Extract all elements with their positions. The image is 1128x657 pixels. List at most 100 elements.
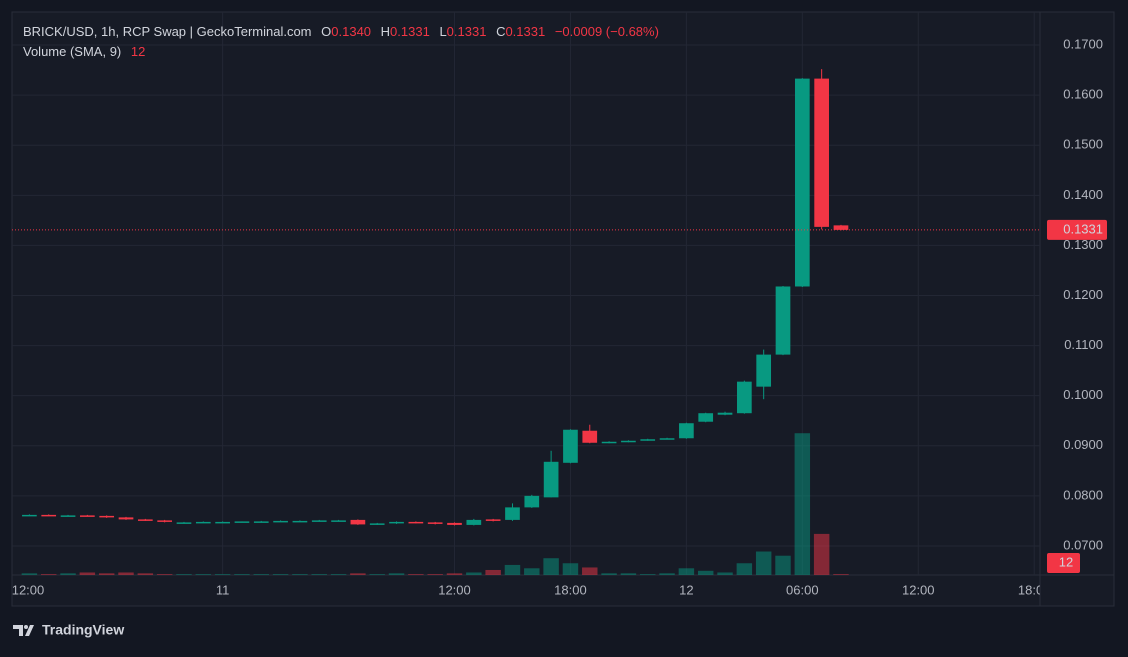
chart-frame	[11, 11, 1115, 607]
volume-bar	[755, 551, 772, 575]
y-tick-label: 0.0700	[1063, 537, 1103, 552]
volume-bar	[388, 573, 405, 575]
ohlc-key: C	[496, 24, 505, 39]
candle-body	[273, 520, 288, 523]
volume-bar	[697, 570, 714, 575]
volume-bar	[369, 574, 385, 575]
volume-bar	[466, 572, 482, 575]
volume-bar	[543, 558, 559, 575]
candle-body	[41, 514, 57, 517]
candle-body	[22, 514, 37, 517]
volume-bar	[794, 433, 811, 575]
candle-body	[601, 441, 617, 444]
volume-bar	[195, 574, 212, 575]
symbol-title: BRICK/USD, 1h, RCP Swap | GeckoTerminal.…	[23, 24, 312, 39]
candle-body	[737, 381, 752, 414]
volume-bar	[775, 555, 791, 575]
ohlc-key: L	[439, 24, 446, 39]
candle-body	[543, 461, 559, 498]
x-tick-label: 18:00	[554, 582, 587, 597]
y-tick-label: 0.1700	[1063, 36, 1103, 51]
volume-bar	[253, 574, 269, 575]
volume-bar	[504, 564, 521, 575]
candle-body	[794, 78, 810, 287]
candle-body	[756, 354, 772, 387]
volume-bar	[408, 574, 424, 575]
candle-body	[717, 412, 733, 415]
y-tick-label: 0.1600	[1063, 87, 1103, 102]
brand-logo	[13, 625, 34, 636]
candle-body	[80, 515, 95, 517]
candle-body	[408, 521, 424, 524]
volume-bar	[118, 572, 134, 575]
candle-body	[369, 523, 385, 525]
volume-bar	[813, 533, 830, 575]
x-tick-label: 18:00	[1018, 582, 1051, 597]
candle-body	[505, 507, 520, 520]
x-tick-label: 12:00	[12, 582, 45, 597]
candle-body	[524, 495, 540, 508]
ohlc-value: 0.1340	[331, 24, 371, 39]
volume-bar	[833, 574, 849, 575]
candle-body	[157, 520, 172, 522]
candle-body	[60, 515, 76, 517]
volume-value: 12	[131, 44, 145, 59]
volume-bar	[137, 573, 154, 575]
volume-tag: 12	[1059, 554, 1073, 569]
candle-body	[253, 521, 269, 523]
volume-bar	[620, 573, 637, 575]
candle-body	[292, 520, 308, 523]
candle-body	[659, 438, 675, 440]
candle-body	[466, 519, 482, 525]
volume-bar	[330, 574, 347, 575]
candle-body	[311, 520, 327, 522]
y-tick-label: 0.1300	[1063, 237, 1103, 252]
candle-body	[621, 440, 636, 443]
candle-body	[331, 520, 346, 522]
last-price-tag-bg	[1047, 219, 1107, 240]
x-tick-label: 11	[216, 582, 230, 597]
volume-bar	[98, 573, 115, 575]
brand-name: TradingView	[42, 622, 124, 638]
volume-bar	[562, 563, 579, 575]
x-tick-label: 06:00	[786, 582, 819, 597]
legend-line: BRICK/USD, 1h, RCP Swap | GeckoTerminal.…	[23, 24, 659, 39]
volume-bar	[446, 573, 463, 575]
volume-bar	[214, 574, 231, 575]
candle-body	[137, 519, 153, 521]
candle-body	[234, 521, 250, 523]
candle-body	[195, 521, 211, 524]
volume-tag-bg	[1047, 553, 1080, 573]
candle-body	[640, 439, 656, 441]
candle-body	[698, 413, 714, 422]
y-tick-label: 0.0800	[1063, 487, 1103, 502]
volume-bar	[176, 574, 192, 575]
volume-bar	[292, 574, 308, 575]
volume-bar	[156, 574, 173, 575]
volume-legend: Volume (SMA, 9) 12	[23, 44, 145, 59]
volume-bar	[21, 573, 38, 575]
volume-bar	[736, 563, 753, 575]
y-tick-label: 0.1400	[1063, 187, 1103, 202]
candle-body	[389, 521, 404, 524]
volume-bar	[60, 573, 76, 575]
volume-bar	[524, 568, 540, 575]
candle-body	[447, 522, 462, 525]
volume-bar	[427, 574, 443, 575]
candle-body	[563, 429, 578, 463]
y-tick-label: 0.1500	[1063, 137, 1103, 152]
candle-body	[814, 78, 829, 227]
volume-bar	[272, 574, 289, 575]
x-tick-label: 12:00	[438, 582, 471, 597]
ohlc-key: H	[381, 24, 390, 39]
volume-bar	[234, 574, 250, 575]
y-tick-label: 0.1000	[1063, 387, 1103, 402]
x-tick-label: 12:00	[902, 582, 935, 597]
change: −0.0009 (−0.68%)	[555, 24, 659, 39]
ohlc-value: 0.1331	[447, 24, 487, 39]
volume-bar	[717, 572, 733, 575]
candle-body	[485, 519, 501, 521]
volume-name: Volume (SMA, 9)	[23, 44, 121, 59]
